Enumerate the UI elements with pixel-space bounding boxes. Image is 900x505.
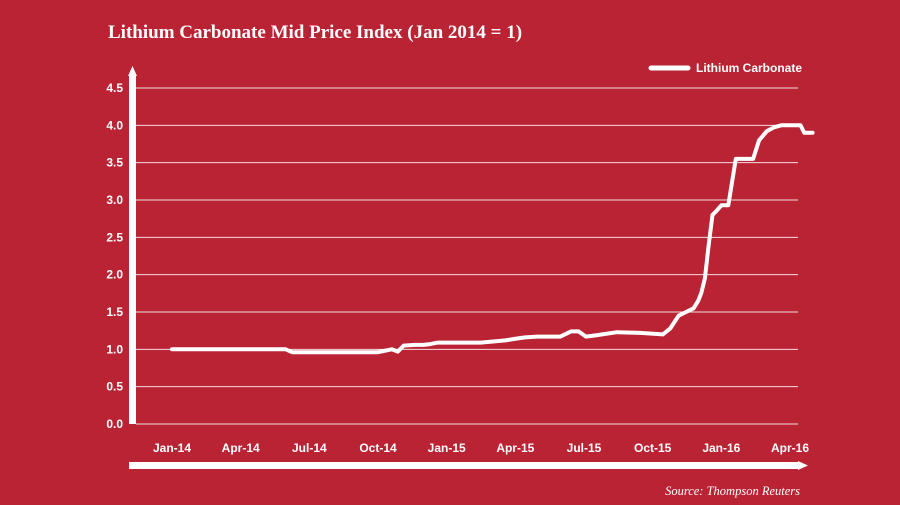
y-tick-label: 3.0 [106,193,123,207]
y-tick-label: 0.5 [106,380,123,394]
x-axis-arrow [798,461,808,470]
source-note: Source: Thompson Reuters [665,484,800,498]
x-tick-label: Oct-14 [359,441,397,455]
x-tick-label: Apr-16 [771,441,809,455]
series-line-lithium-carbonate [170,123,815,355]
x-tick-label: Jul-14 [292,441,327,455]
x-tick-label: Oct-15 [634,441,672,455]
y-tick-label: 3.5 [106,156,123,170]
axes [128,66,808,470]
y-tick-label: 4.0 [106,118,123,132]
x-axis-bar [129,462,800,469]
gridlines [136,87,798,425]
x-tick-label: Jul-15 [567,441,602,455]
y-tick-label: 1.5 [106,305,123,319]
y-tick-label: 4.5 [106,81,123,95]
y-tick-label: 0.0 [106,417,123,431]
x-axis-ticks: Jan-14 Apr-14 Jul-14 Oct-14 Jan-15 Apr-15 Jul-… [153,441,809,455]
legend-label: Lithium Carbonate [696,61,802,75]
chart-title: Lithium Carbonate Mid Price Index (Jan 2… [108,22,523,43]
y-tick-label: 1.0 [106,342,123,356]
x-tick-label: Apr-15 [496,441,534,455]
y-tick-label: 2.0 [106,268,123,282]
x-tick-label: Jan-16 [702,441,740,455]
series-layer [170,123,815,355]
x-tick-label: Apr-14 [222,441,260,455]
y-axis-ticks: 0.0 0.5 1.0 1.5 2.0 2.5 3.0 3.5 4.0 4.5 [106,81,123,431]
y-tick-label: 2.5 [106,230,123,244]
y-axis-arrow [128,66,137,76]
y-axis-bar [129,74,136,424]
legend: Lithium Carbonate [648,61,802,75]
x-tick-label: Jan-15 [428,441,466,455]
x-tick-label: Jan-14 [153,441,191,455]
